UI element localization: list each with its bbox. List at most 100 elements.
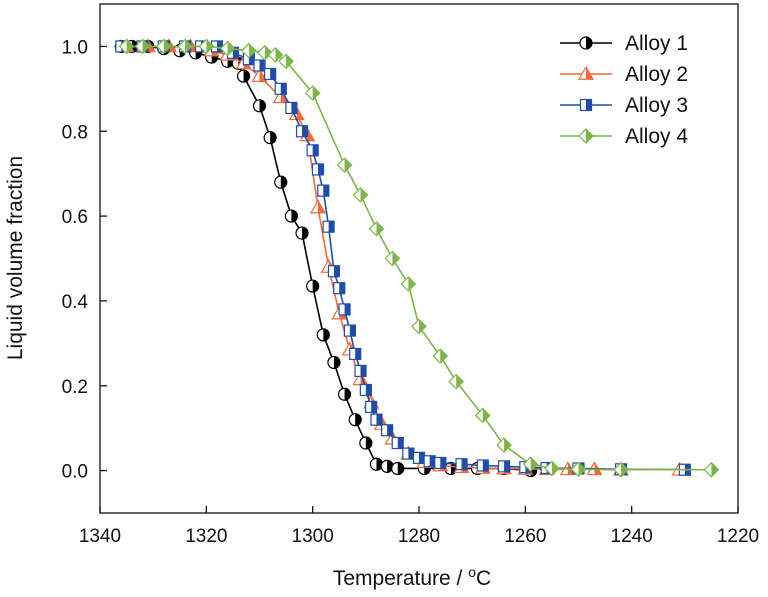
data-point: [264, 67, 277, 81]
marker-fill: [482, 459, 489, 471]
data-point: [311, 163, 325, 176]
data-point: [544, 460, 560, 477]
series-line: [126, 45, 712, 471]
data-point: [354, 364, 367, 378]
marker-fill: [142, 39, 150, 54]
marker-fill: [270, 131, 277, 144]
data-point: [295, 125, 309, 138]
data-point: [316, 328, 330, 342]
marker-fill: [621, 462, 629, 477]
marker-fill: [408, 448, 414, 460]
data-point: [322, 220, 335, 233]
legend-item: Alloy 1: [560, 32, 688, 55]
series-alloy-3: [115, 40, 691, 476]
marker-fill: [339, 282, 345, 294]
data-point: [402, 447, 415, 460]
marker-fill: [248, 43, 256, 58]
data-point: [278, 53, 294, 70]
data-point: [155, 38, 172, 55]
data-point: [400, 276, 417, 292]
marker-fill: [551, 461, 559, 476]
series-line: [126, 45, 680, 471]
data-point: [304, 85, 321, 101]
data-point: [474, 407, 491, 424]
series-line: [121, 45, 685, 471]
marker-fill: [286, 54, 294, 69]
data-point: [274, 82, 287, 95]
data-point: [285, 101, 298, 115]
y-tick-label: 0.4: [62, 292, 89, 313]
legend-marker: [579, 36, 593, 50]
y-tick-label: 0.8: [62, 122, 88, 143]
data-point: [267, 47, 284, 63]
marker-fill: [344, 158, 352, 173]
data-point: [336, 157, 353, 174]
data-point: [434, 456, 447, 470]
data-point: [423, 455, 436, 468]
data-point: [432, 348, 449, 364]
data-point: [384, 250, 401, 267]
x-tick-label: 1260: [504, 526, 546, 547]
marker-fill: [482, 408, 490, 423]
marker-fill: [302, 125, 308, 137]
data-point: [338, 303, 351, 316]
marker-fill: [419, 319, 426, 334]
marker-fill: [270, 68, 276, 80]
data-point: [497, 460, 511, 473]
marker-fill: [275, 47, 283, 62]
y-tick-label: 0.0: [62, 462, 88, 483]
data-point: [253, 59, 266, 72]
x-tick-label: 1240: [611, 526, 653, 547]
data-point: [263, 131, 277, 145]
marker-fill: [365, 437, 372, 450]
data-point: [411, 318, 427, 335]
marker-fill: [333, 356, 340, 369]
data-point: [241, 42, 257, 59]
marker-fill: [227, 41, 235, 56]
marker-fill: [387, 424, 393, 436]
legend-item: Alloy 4: [560, 125, 688, 148]
x-tick-label: 1220: [717, 526, 759, 547]
marker-fill: [365, 384, 372, 396]
marker-fill: [371, 401, 377, 413]
marker-fill: [440, 349, 448, 364]
marker-fill: [312, 144, 319, 156]
legend-label: Alloy 1: [625, 32, 688, 55]
data-point: [219, 40, 236, 57]
marker-fill: [504, 460, 510, 472]
marker-fill: [504, 438, 512, 453]
legend-marker: [578, 128, 594, 144]
series-line: [121, 45, 531, 472]
marker-fill: [280, 83, 287, 95]
marker-fill: [355, 348, 361, 360]
data-point: [317, 184, 330, 197]
y-tick-label: 0.6: [62, 207, 88, 228]
marker-fill: [248, 53, 255, 65]
marker-fill: [317, 163, 324, 175]
data-point: [613, 461, 629, 478]
data-point: [476, 459, 489, 472]
data-point: [177, 38, 193, 55]
marker-fill: [440, 457, 446, 469]
legend-item: Alloy 3: [560, 94, 688, 117]
data-point: [198, 38, 215, 55]
marker-fill: [578, 462, 586, 477]
marker-fill: [323, 328, 330, 341]
marker-fill: [397, 437, 404, 449]
data-point: [380, 459, 394, 473]
marker-fill: [586, 37, 592, 49]
data-point: [333, 282, 346, 295]
data-point: [252, 99, 267, 113]
data-point: [359, 436, 373, 450]
marker-fill: [461, 458, 468, 470]
plot-area: 1340 1320 1300 1280 1260 1240 1220 0.0 0.2 0.4 0.6…: [62, 3, 759, 547]
marker-fill: [312, 280, 319, 293]
x-tick-label: 1280: [398, 526, 440, 547]
data-point: [337, 387, 352, 401]
legend-marker: [579, 98, 593, 112]
marker-fill: [586, 99, 592, 111]
marker-fill: [397, 462, 404, 475]
marker-fill: [264, 45, 272, 60]
marker-fill: [392, 251, 400, 266]
